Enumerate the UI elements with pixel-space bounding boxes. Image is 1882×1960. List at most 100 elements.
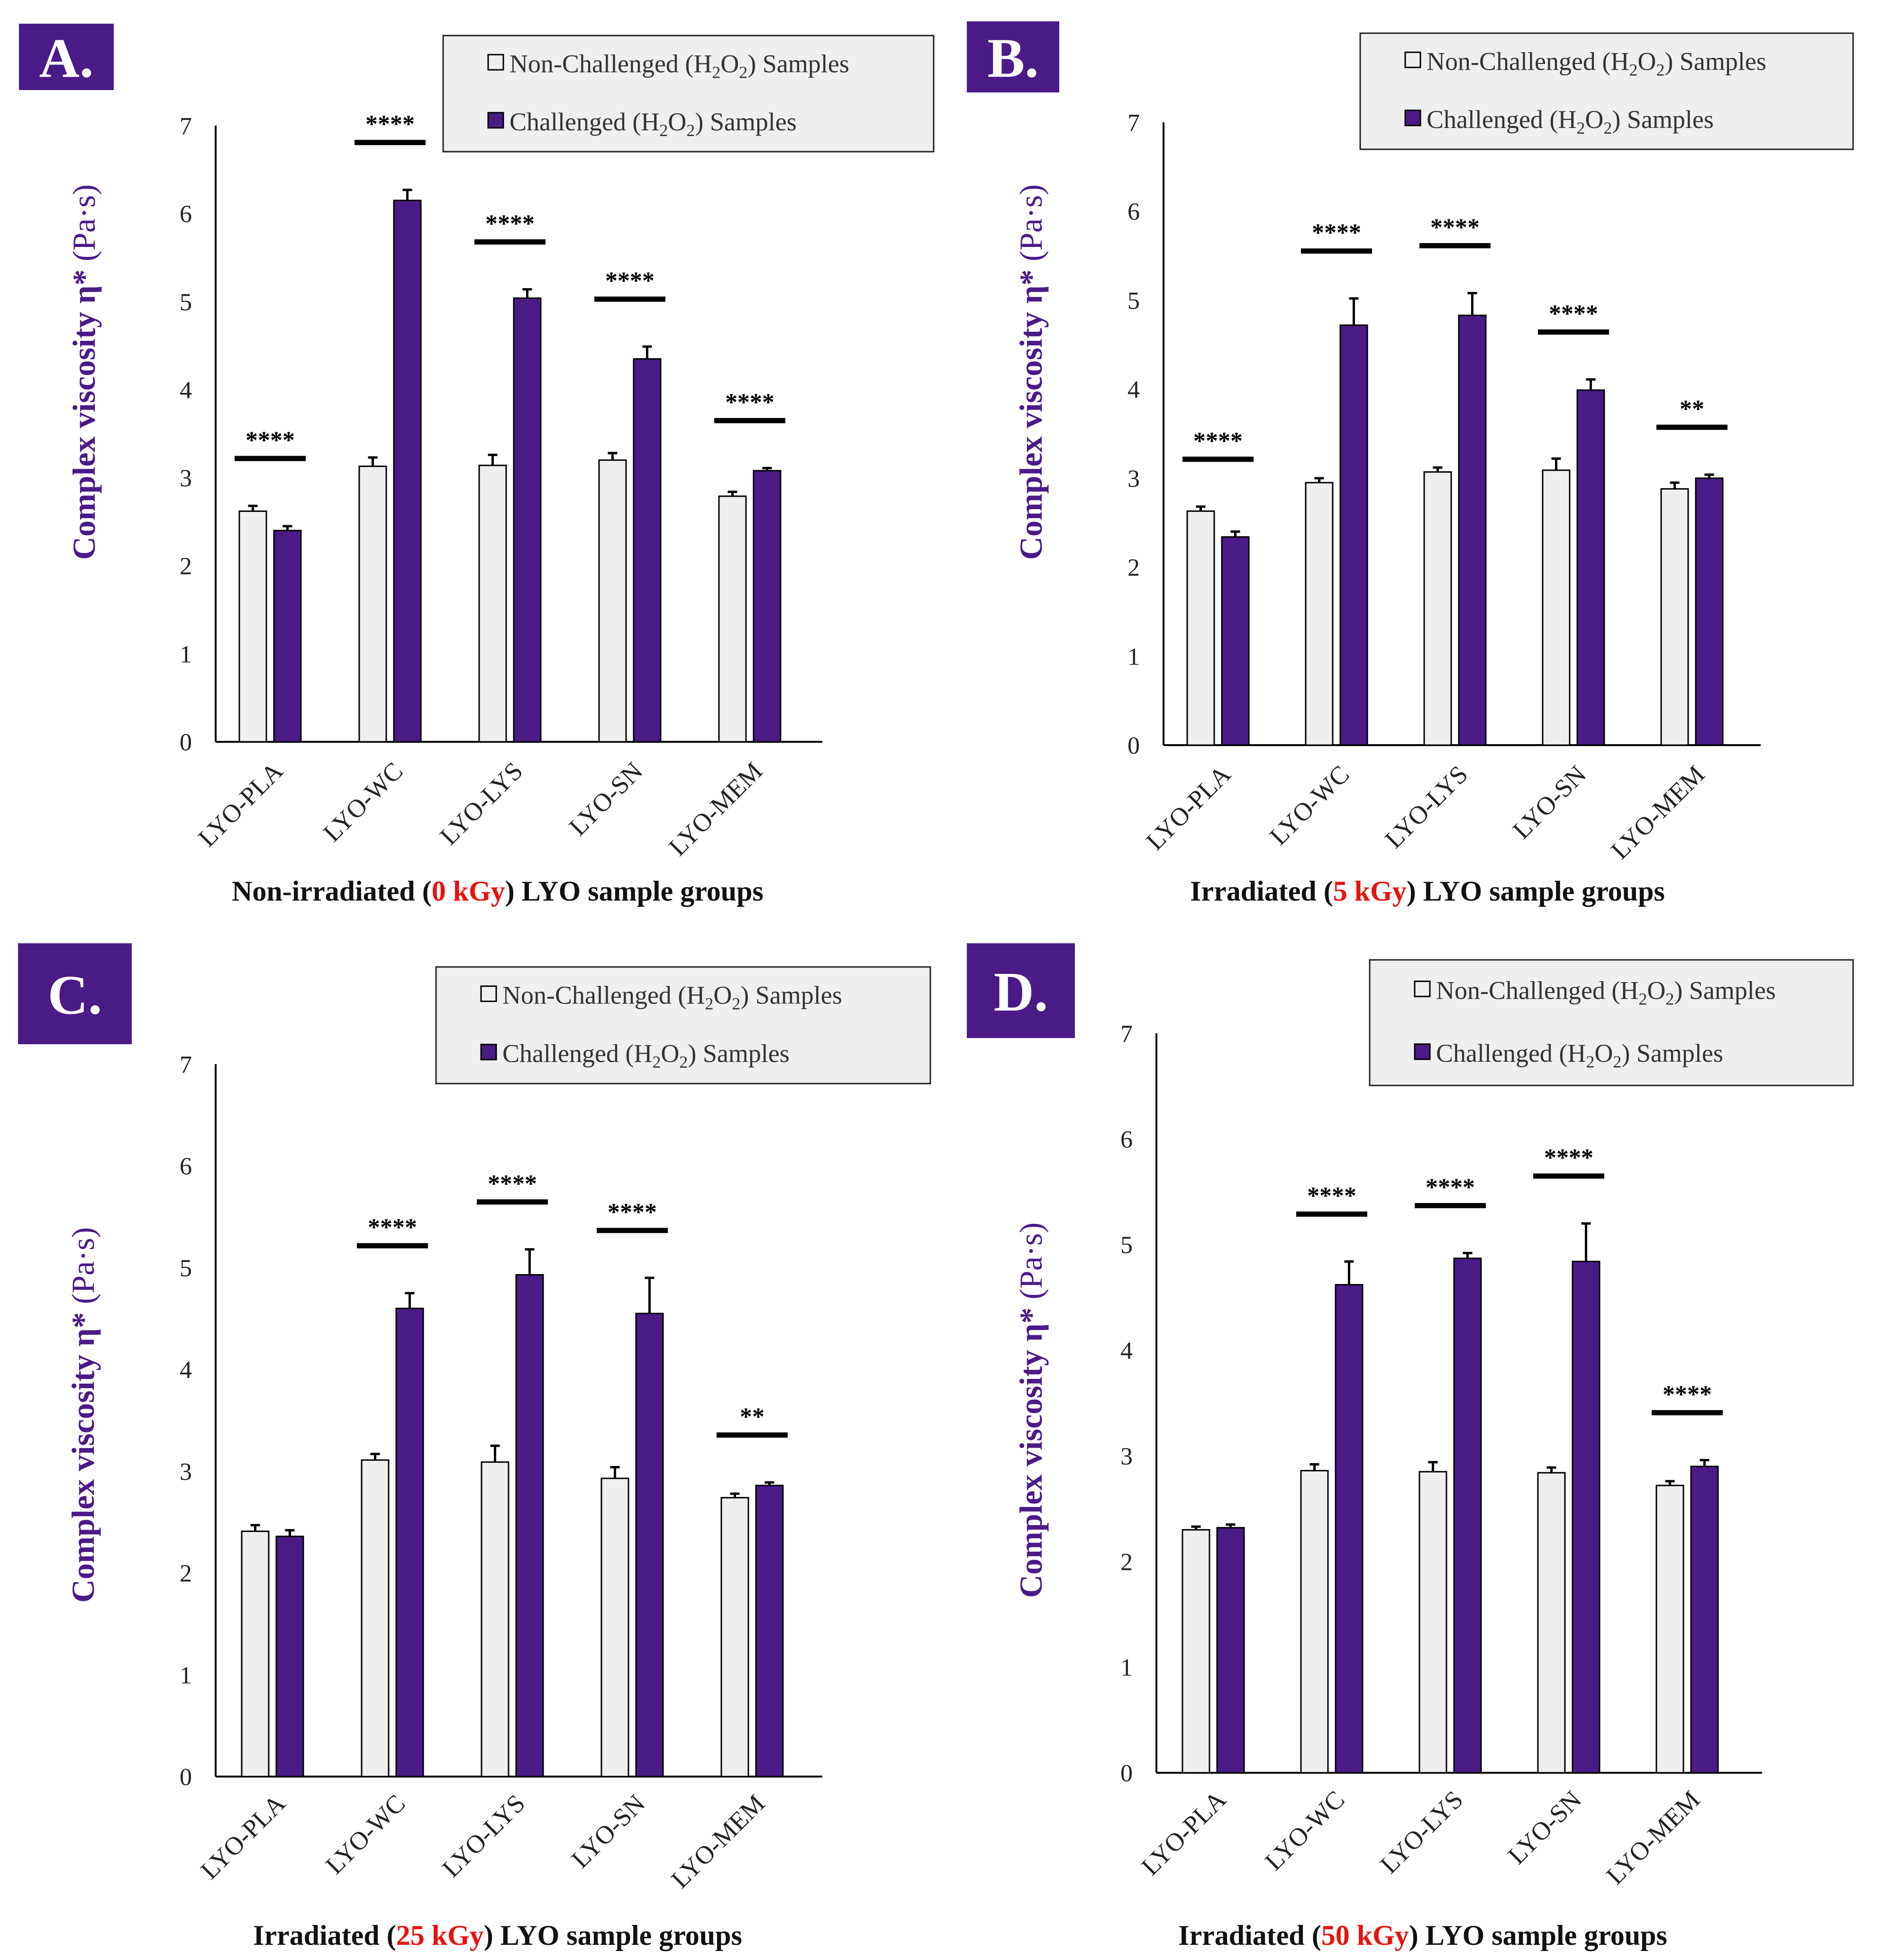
- x-axis-label-dose: 50 kGy: [1321, 1920, 1409, 1951]
- panel-badge: [18, 943, 132, 1044]
- x-tick-label: LYO-LYS: [1374, 1785, 1468, 1879]
- bar-non-challenged: [1182, 1529, 1210, 1774]
- legend-label-part: 2: [1586, 1052, 1594, 1071]
- y-axis-label: Complex viscosity η* (Pa·s): [1013, 1222, 1049, 1598]
- legend-label-part: O: [1647, 976, 1665, 1004]
- legend-label-part: ) Samples: [1674, 976, 1775, 1004]
- x-axis-label: Non-irradiated (0 kGy) LYO sample groups: [232, 875, 764, 907]
- y-tick-label: 5: [180, 1255, 192, 1282]
- chart-panel: B. 0 1 2 3 4 5 6 7 **** LYO-PLA **** LYO-WC **** LYO-L…: [967, 21, 1854, 907]
- x-tick-label: LYO-SN: [564, 757, 648, 841]
- x-tick-label: LYO-SN: [1507, 760, 1592, 845]
- legend-label-part: 2: [659, 121, 668, 140]
- legend-item-non-challenged: Non-Challenged (H2O2) Samples: [1414, 976, 1776, 1008]
- legend-label-part: O: [668, 108, 686, 136]
- y-axis-label-unit: (Pa·s): [1013, 184, 1049, 261]
- legend-label-part: 2: [652, 1053, 661, 1072]
- legend-label-part: H: [634, 1039, 652, 1068]
- legend-label: Non-Challenged (H2O2) Samples: [1427, 47, 1766, 79]
- panel-label: B.: [987, 27, 1038, 89]
- legend-label-part: O: [720, 49, 739, 78]
- legend-item-non-challenged: Non-Challenged (H2O2) Samples: [487, 49, 849, 82]
- legend-label-part: ) Samples: [1664, 47, 1766, 75]
- y-axis-label-unit: (Pa·s): [66, 184, 102, 261]
- bar-challenged: [1695, 477, 1724, 746]
- chart-panel: D. 0 1 2 3 4 5 6 7 LYO-PLA **** LYO-WC **** LYO-LYS **…: [967, 943, 1854, 1951]
- legend-box: [442, 35, 935, 153]
- bar-non-challenged: [1305, 482, 1334, 746]
- legend: Non-Challenged (H2O2) Samples Challenged …: [1359, 32, 1854, 150]
- y-tick-label: 3: [1120, 1443, 1133, 1470]
- significance-stars: ****: [485, 210, 535, 237]
- legend-item-challenged: Challenged (H2O2) Samples: [1404, 105, 1714, 137]
- y-tick-label: 1: [1120, 1654, 1133, 1681]
- legend-label-part: ) Samples: [1621, 1039, 1723, 1067]
- legend-label: Challenged (H2O2) Samples: [509, 108, 797, 140]
- bar-non-challenged: [600, 1477, 629, 1778]
- bar-challenged: [753, 470, 782, 743]
- significance-stars: ****: [368, 1214, 417, 1241]
- y-tick-label: 4: [180, 377, 192, 404]
- significance-stars: ****: [365, 111, 415, 138]
- y-axis-label: Complex viscosity η* (Pa·s): [1013, 184, 1049, 560]
- significance-stars: ****: [1549, 300, 1598, 327]
- y-tick-label: 4: [1127, 376, 1140, 403]
- y-tick-label: 5: [1127, 287, 1140, 314]
- legend-label-part: O: [661, 1039, 679, 1068]
- chart-panel: A. 0 1 2 3 4 5 6 7 **** LYO-PLA **** LYO-WC **** LYO-L…: [19, 24, 935, 907]
- bar-challenged: [1335, 1284, 1364, 1774]
- x-axis-label-suffix: ) LYO sample groups: [1407, 875, 1665, 907]
- legend-label-part: 2: [739, 63, 747, 82]
- legend-label-part: ) Samples: [740, 981, 842, 1010]
- x-tick-label: LYO-LYS: [434, 757, 528, 850]
- y-tick-label: 1: [180, 1662, 192, 1689]
- y-axis-label-unit: (Pa·s): [1013, 1222, 1049, 1299]
- bar-challenged: [513, 297, 542, 743]
- bar-challenged: [395, 1307, 424, 1778]
- bar-non-challenged: [361, 1459, 390, 1778]
- legend-label-part: 2: [1603, 119, 1612, 137]
- x-tick-label: LYO-WC: [318, 757, 408, 847]
- x-tick-label: LYO-LYS: [1379, 760, 1473, 854]
- legend-label-part: Non-Challenged (: [1427, 47, 1610, 75]
- legend-label-part: 2: [686, 121, 695, 140]
- legend-label: Non-Challenged (H2O2) Samples: [1436, 976, 1776, 1008]
- legend-box: [435, 966, 931, 1085]
- x-axis-label-prefix: Irradiated (: [253, 1920, 396, 1951]
- legend-box: [1359, 32, 1854, 150]
- y-tick-label: 2: [180, 1560, 192, 1587]
- bar-non-challenged: [598, 459, 627, 743]
- panel-badge: [967, 943, 1075, 1038]
- legend-swatch: [1404, 109, 1421, 127]
- x-axis-label: Irradiated (25 kGy) LYO sample groups: [253, 1920, 742, 1951]
- y-tick-label: 2: [1127, 555, 1140, 582]
- legend-item-non-challenged: Non-Challenged (H2O2) Samples: [480, 981, 842, 1013]
- legend-item-non-challenged: Non-Challenged (H2O2) Samples: [1404, 47, 1766, 79]
- y-tick-label: 3: [180, 1459, 192, 1486]
- bar-non-challenged: [1423, 471, 1452, 746]
- bar-challenged: [1572, 1260, 1600, 1774]
- legend-label-part: H: [693, 49, 712, 78]
- legend-label-part: 2: [1613, 1052, 1621, 1071]
- y-tick-label: 6: [180, 1153, 192, 1180]
- legend-label-part: ) Samples: [688, 1039, 789, 1068]
- legend-label-part: 2: [712, 63, 720, 82]
- y-axis-label: Complex viscosity η* (Pa·s): [65, 1227, 101, 1603]
- x-axis-label: Irradiated (5 kGy) LYO sample groups: [1190, 875, 1665, 907]
- legend-label-part: H: [641, 108, 659, 136]
- legend-label-part: Challenged (: [1436, 1039, 1567, 1067]
- y-tick-label: 6: [1120, 1126, 1133, 1153]
- x-axis-label: Irradiated (50 kGy) LYO sample groups: [1178, 1920, 1667, 1951]
- bar-non-challenged: [1300, 1470, 1329, 1774]
- legend-item-challenged: Challenged (H2O2) Samples: [487, 108, 797, 140]
- x-axis-label-prefix: Irradiated (: [1178, 1920, 1321, 1951]
- panel-label: D.: [994, 961, 1048, 1023]
- legend-swatch: [1414, 980, 1431, 997]
- y-axis-label-main: Complex viscosity η*: [66, 261, 102, 560]
- legend-label-part: H: [1620, 976, 1638, 1004]
- legend-label: Non-Challenged (H2O2) Samples: [502, 981, 842, 1013]
- bar-challenged: [635, 1313, 664, 1778]
- bar-challenged: [1216, 1527, 1245, 1774]
- legend-swatch: [1404, 51, 1421, 68]
- x-tick-label: LYO-PLA: [1141, 760, 1236, 856]
